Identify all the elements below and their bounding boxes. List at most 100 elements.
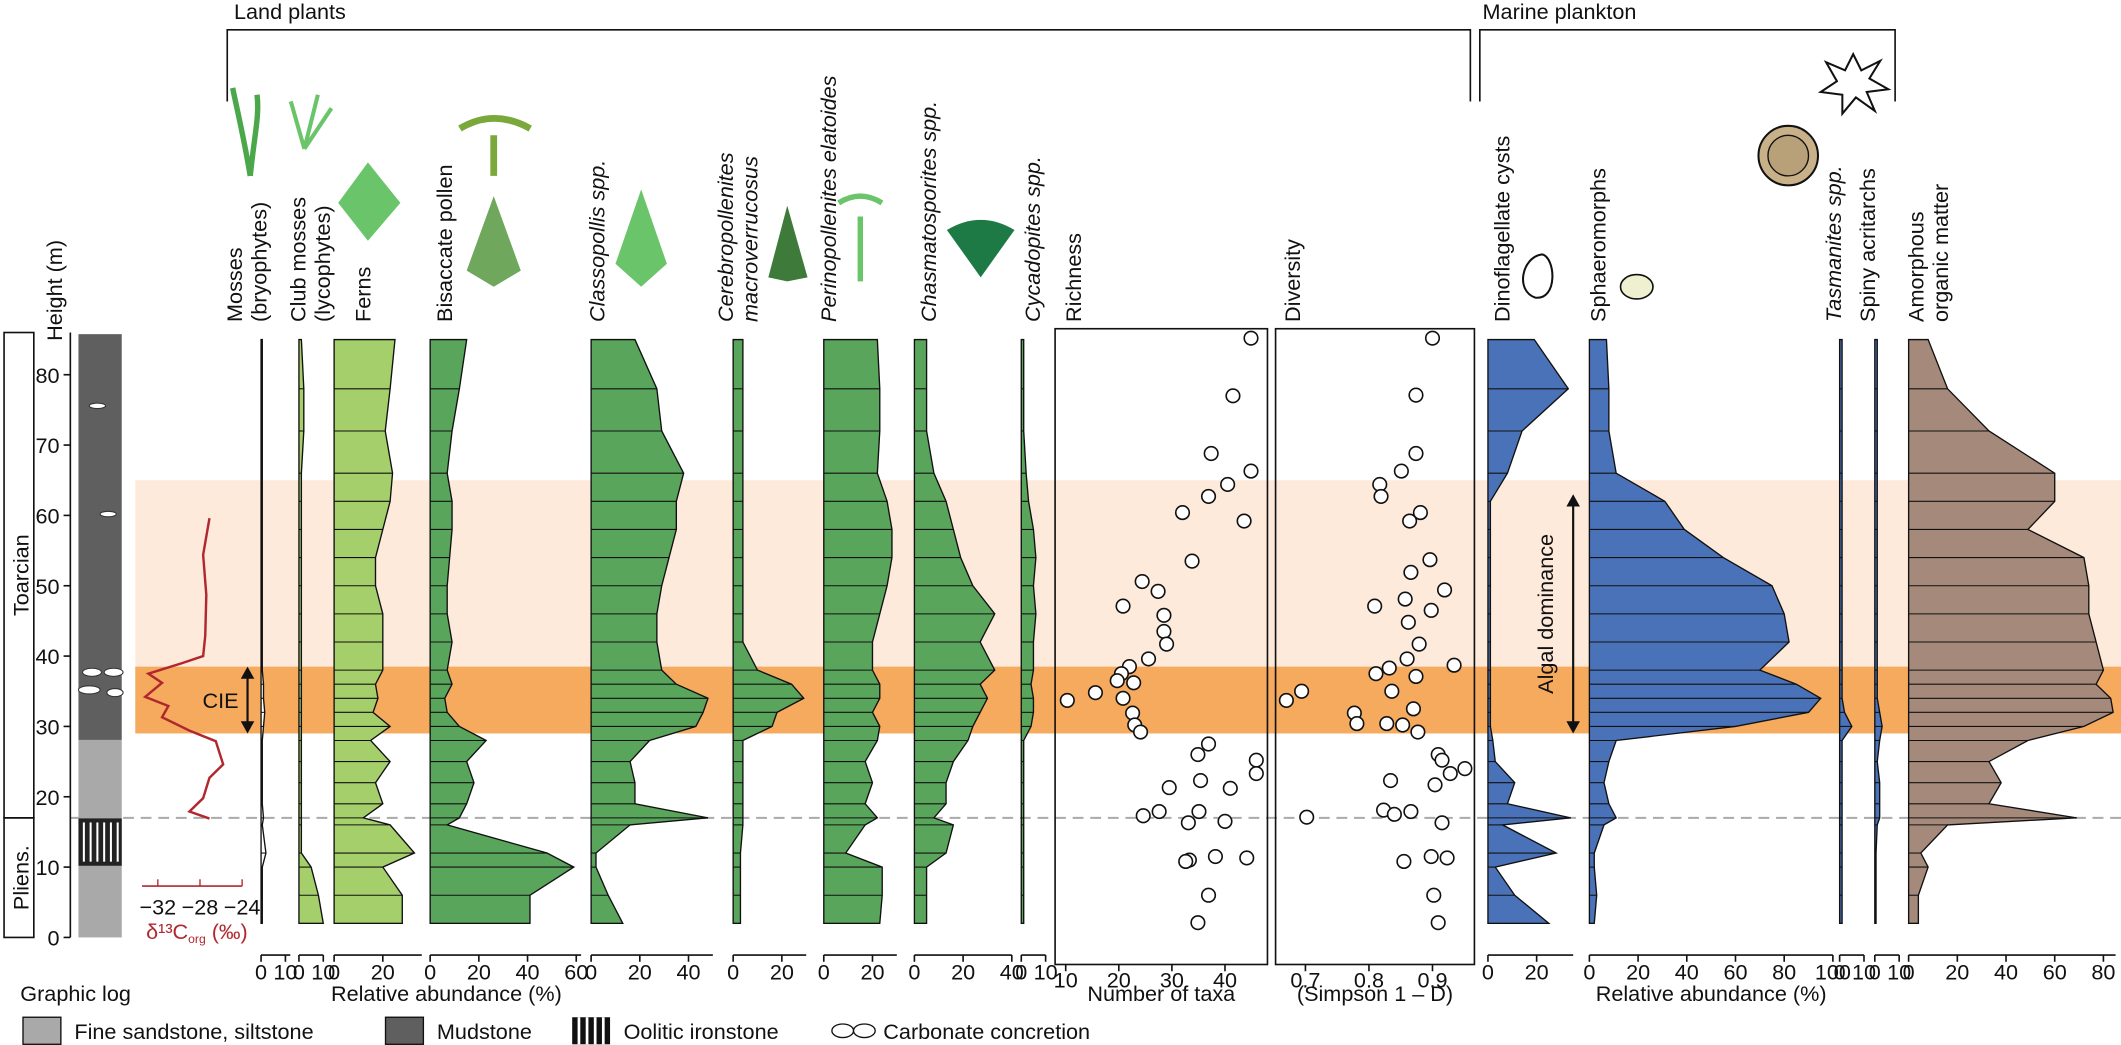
point [1379,716,1395,732]
x-tick-label: 20 [467,959,491,984]
point [1399,651,1415,667]
x-tick-label: 40 [1213,967,1237,992]
abundance-area [823,338,893,925]
point [1239,850,1255,866]
abundance-area [590,338,709,925]
abundance-area [1874,338,1883,925]
x-tick-label: 0 [818,959,830,984]
x-tick-label: 100 [1815,959,1851,984]
x-tick-label: 0 [1903,959,1915,984]
point [1439,850,1455,866]
point [1200,887,1217,903]
legend-swatch [22,1016,62,1045]
panel-label: Sphaeromorphs [1586,168,1611,322]
abundance-area [913,338,996,925]
panel-label: Chasmatosporites spp. [916,101,941,322]
isotope-axis-label: δ¹³Corg (‰) [146,919,248,946]
point [1156,607,1172,623]
x-tick-label: 20 [770,959,794,984]
point [1457,761,1473,777]
isotope-tick-label: −32 [139,894,176,919]
point [1190,915,1206,931]
point [1430,915,1446,931]
point [1134,573,1150,590]
point [1115,598,1131,614]
legend-swatch [384,1016,425,1045]
abundance-area [1020,338,1037,925]
panel-label: macroverrucosus [738,156,763,322]
x-tick-label: 20 [371,959,395,984]
point [1436,582,1453,598]
point [1368,666,1384,682]
point [1140,651,1157,667]
point [1412,505,1428,521]
group-bracket [1479,28,1896,102]
panel-label: Dinoflagellate cysts [1490,135,1515,321]
point [1381,660,1397,676]
y-tick-label: 20 [35,785,59,810]
point [1243,463,1259,479]
point [1222,780,1238,796]
annotation-label: CIE [202,688,238,713]
stage-box [3,817,35,939]
point [1403,803,1419,820]
abundance-area [333,338,416,925]
x-tick-label: 20 [1107,967,1131,992]
x-tick-label: 0 [293,959,305,984]
point [1410,724,1426,740]
point [1135,808,1151,824]
point [1220,476,1236,493]
panel-label: Amorphous [1904,211,1929,322]
x-tick-label: 10 [1034,959,1058,984]
panel-label: Ferns [351,267,376,322]
point [1395,717,1411,733]
group-label: Land plants [234,0,346,24]
x-tick-label: 0 [255,959,267,984]
x-tick-label: 40 [1675,959,1699,984]
point [1151,803,1167,820]
x-tick-label: 20 [628,959,652,984]
point [1393,463,1409,479]
point [1349,716,1365,732]
point [1225,388,1241,404]
point [1087,685,1104,701]
abundance-area [1838,338,1853,925]
isotope-line [142,518,225,820]
group-label: Marine plankton [1483,0,1637,24]
abundance-area [260,338,267,925]
point [1156,623,1172,640]
x-tick-label: 60 [1723,959,1747,984]
point [1396,853,1412,870]
point [1109,673,1125,689]
abundance-area [1487,338,1571,925]
point [1248,765,1264,782]
point [1423,848,1439,865]
point [1184,553,1200,569]
panel-label: (lycophytes) [310,205,335,322]
point [1408,445,1424,462]
point [1207,848,1224,865]
point [1446,657,1462,673]
y-tick-label: 80 [35,363,59,388]
x-tick-label: 20 [1626,959,1650,984]
panel-label: Mosses [222,247,247,322]
point [1422,552,1438,568]
x-tick-label: 0 [585,959,597,984]
panel-label: Classopollis spp. [585,160,610,322]
x-tick-label: 40 [1000,959,1024,984]
graphic-log [77,334,124,938]
x-tick-label: 0.8 [1354,967,1384,992]
isotope-label-part: (‰) [206,919,248,944]
point [1382,773,1399,789]
point [1192,773,1209,789]
point [1243,330,1259,346]
x-tick-label: 10 [1852,959,1876,984]
x-tick-label: 40 [1994,959,2018,984]
point [1411,636,1427,652]
point [1150,583,1166,599]
panel-label: Cerebropollenites [713,152,738,322]
point [1427,777,1443,793]
isotope-tick-label: −28 [182,894,219,919]
stage-label: Pliens. [8,845,33,910]
point [1126,675,1142,691]
